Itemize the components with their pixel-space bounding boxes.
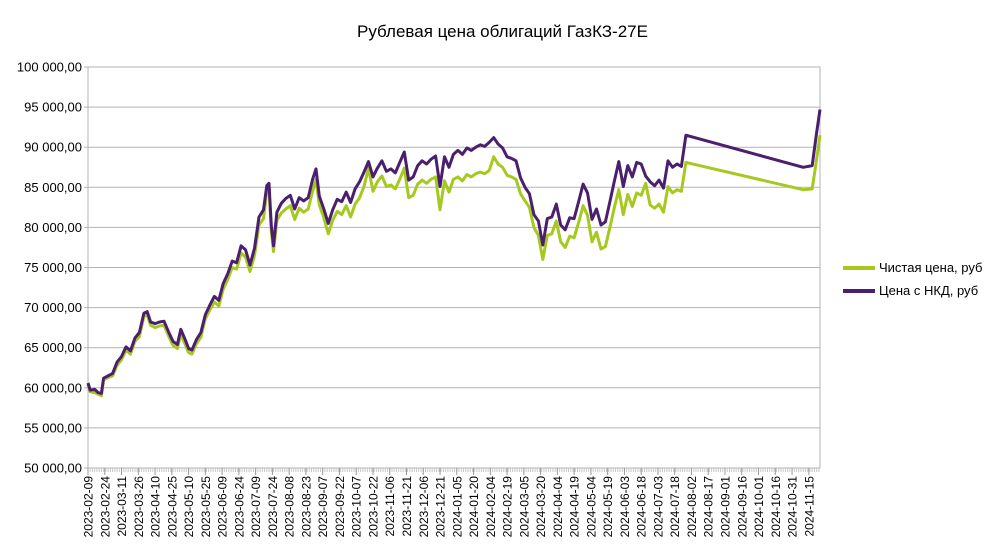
x-tick-label: 2024-11-15 [802,476,816,537]
series-line-clean-price [86,134,822,398]
legend-item-clean-price: Чистая цена, руб [843,256,982,279]
x-tick-label: 2024-01-20 [467,476,481,538]
x-tick-label: 2023-10-07 [350,476,364,538]
x-tick-label: 2023-11-21 [400,476,414,537]
x-tick-label: 2024-07-18 [668,476,682,538]
x-tick-label: 2024-07-03 [651,476,665,538]
x-tick-label: 2024-08-02 [685,476,699,538]
x-tick-label: 2024-04-19 [568,476,582,538]
x-tick-label: 2023-09-07 [316,476,330,538]
x-tick-label: 2023-11-06 [383,476,397,537]
x-tick-label: 2023-09-22 [333,476,347,538]
x-tick-label: 2024-10-01 [752,476,766,538]
x-tick-label: 2023-03-11 [115,476,129,537]
y-tick-label: 95 000,00 [24,100,82,115]
x-tick-label: 2023-08-23 [299,476,313,538]
x-tick-label: 2023-03-26 [132,476,146,538]
x-tick-label: 2024-05-19 [601,476,615,538]
x-tick-label: 2023-05-25 [199,476,213,538]
x-tick-label: 2024-04-04 [551,476,565,538]
x-tick-label: 2023-04-25 [165,476,179,538]
x-tick-label: 2024-03-20 [534,476,548,538]
y-tick-label: 80 000,00 [24,220,82,235]
y-tick-label: 70 000,00 [24,300,82,315]
x-tick-label: 2024-09-01 [719,476,733,538]
x-tick-label: 2023-02-09 [82,476,96,538]
legend-label-clean-price: Чистая цена, руб [879,260,983,275]
x-tick-label: 2023-02-24 [98,476,112,538]
series-line-dirty-price [86,109,822,395]
x-tick-label: 2024-05-04 [584,476,598,538]
x-tick-label: 2023-07-24 [266,476,280,538]
y-tick-label: 90 000,00 [24,140,82,155]
legend-swatch-clean-price [843,265,875,270]
y-tick-label: 60 000,00 [24,380,82,395]
x-tick-label: 2023-05-10 [182,476,196,538]
x-tick-label: 2024-10-31 [786,476,800,538]
x-tick-label: 2024-01-05 [450,476,464,538]
chart-title: Рублевая цена облигаций ГазКЗ-27Е [357,22,648,41]
y-tick-label: 75 000,00 [24,260,82,275]
x-tick-label: 2024-09-16 [735,476,749,538]
x-tick-label: 2024-02-19 [501,476,515,538]
x-tick-label: 2023-06-24 [232,476,246,538]
x-tick-label: 2023-07-09 [249,476,263,538]
legend-label-dirty-price: Цена с НКД, руб [879,283,979,298]
y-tick-label: 100 000,00 [17,60,82,75]
y-tick-label: 55 000,00 [24,420,82,435]
y-tick-label: 85 000,00 [24,180,82,195]
x-tick-label: 2024-06-18 [635,476,649,538]
x-tick-label: 2023-12-21 [434,476,448,538]
y-tick-label: 65 000,00 [24,340,82,355]
x-tick-label: 2023-04-10 [149,476,163,538]
legend-item-dirty-price: Цена с НКД, руб [843,279,982,302]
x-tick-label: 2024-06-03 [618,476,632,538]
x-tick-label: 2024-08-17 [702,476,716,538]
legend: Чистая цена, руб Цена с НКД, руб [843,256,982,302]
x-tick-label: 2023-12-06 [417,476,431,538]
legend-swatch-dirty-price [843,288,875,293]
x-tick-label: 2024-02-04 [484,476,498,538]
x-tick-label: 2024-10-16 [769,476,783,538]
x-tick-label: 2024-03-05 [517,476,531,538]
x-tick-label: 2023-06-09 [216,476,230,538]
x-tick-label: 2023-10-22 [366,476,380,538]
x-tick-label: 2023-08-08 [283,476,297,538]
y-tick-label: 50 000,00 [24,461,82,476]
